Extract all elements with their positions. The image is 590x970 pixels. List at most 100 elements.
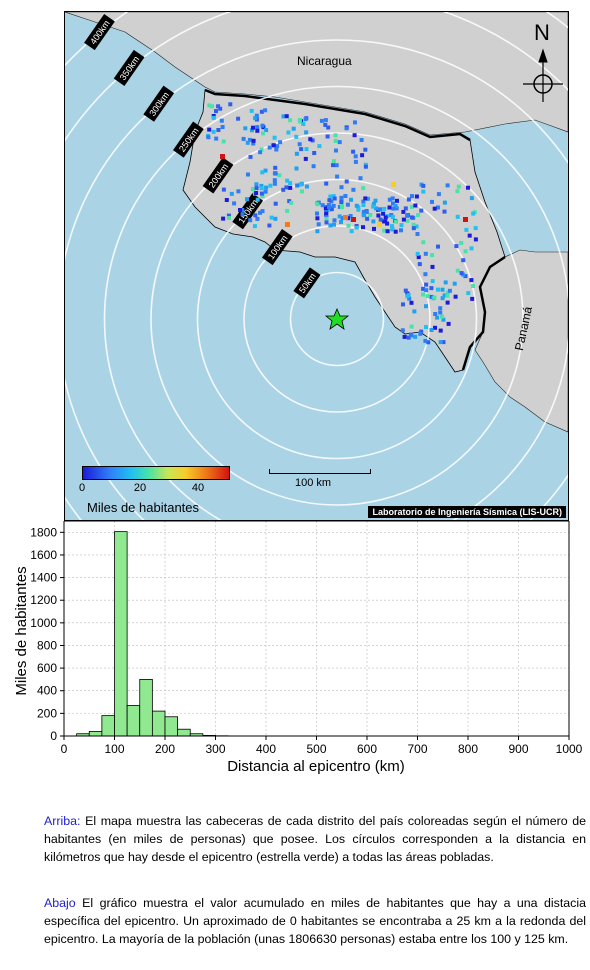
district-marker [466,185,470,190]
district-marker [459,271,464,276]
district-marker [433,325,437,330]
district-marker [385,221,390,226]
district-marker [424,282,429,287]
x-tick-label: 100 [104,742,124,756]
district-marker [354,225,359,230]
district-marker [294,166,299,171]
district-marker [232,201,237,206]
district-markers [206,102,478,345]
district-marker [340,216,345,221]
district-marker [275,144,280,149]
district-marker [248,218,253,223]
district-marker [432,206,437,211]
district-marker [248,154,253,159]
district-marker [390,215,395,219]
district-marker [226,216,231,220]
district-marker [401,209,406,214]
district-marker [221,139,226,144]
district-marker [259,191,264,196]
district-marker [331,194,336,199]
district-marker [405,218,410,223]
district-marker [210,104,214,109]
district-marker [376,213,381,218]
district-marker [258,150,263,155]
district-marker [259,109,264,114]
district-marker [469,278,474,283]
district-marker [393,229,398,234]
district-marker [344,126,349,131]
district-marker [260,194,265,198]
district-marker [260,123,265,128]
district-marker [406,197,411,202]
district-marker [374,206,378,211]
distance-ring-250 [103,85,568,520]
district-marker [285,208,290,213]
district-marker [254,182,259,187]
x-tick-label: 200 [155,742,175,756]
district-marker [326,203,331,208]
histogram-bar [114,531,128,737]
district-marker [254,113,259,118]
district-marker [466,291,471,296]
district-marker [390,226,395,231]
district-marker [412,309,417,314]
district-marker [419,329,424,334]
district-marker [346,223,351,228]
district-marker [416,255,421,260]
district-marker [469,246,474,251]
district-marker [316,222,321,227]
district-marker [358,176,363,181]
district-marker [351,187,356,192]
district-marker [258,210,262,215]
district-marker [393,204,398,208]
district-marker [245,140,250,145]
district-marker [263,168,268,173]
district-marker [423,338,428,343]
district-marker [435,315,440,320]
district-marker [285,222,290,227]
caption-bottom-text: El gráfico muestra el valor acumulado en… [44,896,586,946]
district-marker [323,118,328,123]
district-marker [438,340,443,345]
district-marker [406,335,411,340]
district-marker [441,340,446,345]
district-marker [268,183,273,188]
ring-label-50: 50km [293,267,321,299]
district-marker [469,196,474,201]
district-marker [324,211,329,216]
district-marker [349,229,354,234]
x-tick-label: 500 [306,742,326,756]
district-marker [454,244,459,249]
district-marker [413,203,418,208]
district-marker [303,156,308,161]
district-marker [264,128,269,133]
district-marker [443,280,448,285]
district-marker [259,186,264,191]
distance-ring-150 [196,178,478,460]
district-marker [214,109,218,114]
district-marker [414,224,419,229]
district-marker [255,125,260,130]
district-marker [371,204,376,209]
district-marker [271,143,276,148]
district-marker [332,218,337,223]
district-marker [463,274,468,279]
district-marker [349,197,353,202]
district-marker [372,226,376,231]
border-panama [461,255,506,371]
district-marker [430,253,435,258]
district-marker [337,214,342,219]
district-marker [277,173,282,178]
district-marker [246,172,250,177]
district-marker [395,198,399,203]
district-marker [324,181,329,186]
district-marker [228,102,233,107]
district-marker [445,293,450,298]
district-marker [365,216,370,221]
district-marker [390,224,394,229]
district-marker [421,286,426,291]
district-marker [440,287,445,292]
district-marker [373,198,378,203]
district-marker [411,222,416,227]
